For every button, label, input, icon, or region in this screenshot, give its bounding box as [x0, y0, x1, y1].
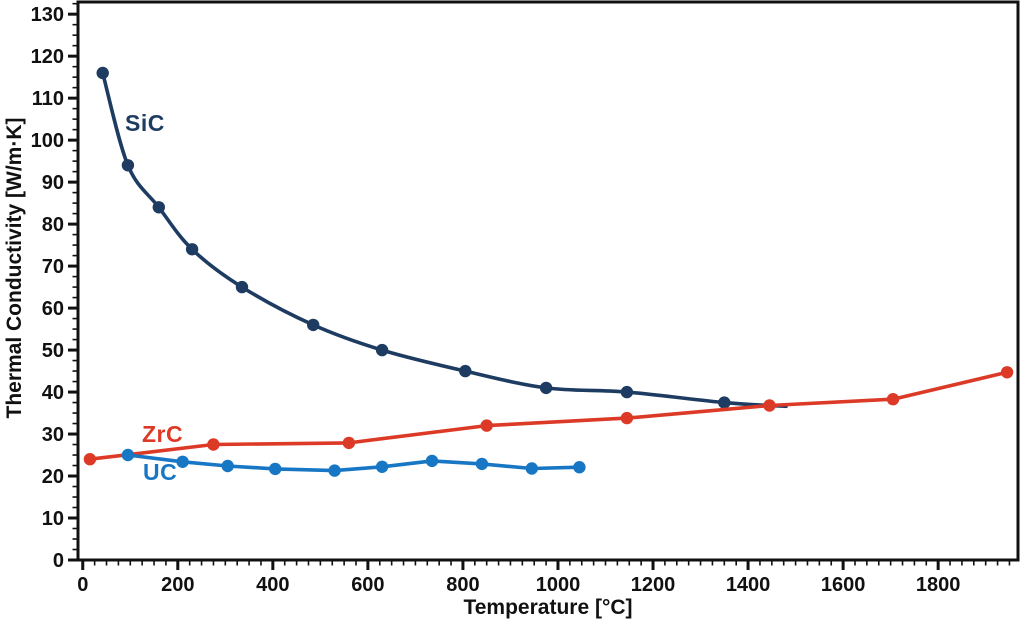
- y-tick-label: 50: [42, 340, 64, 362]
- series-label-zrc: ZrC: [142, 421, 184, 447]
- x-tick-label: 0: [77, 574, 88, 596]
- y-tick-label: 100: [31, 130, 64, 152]
- data-point-uc: [425, 454, 439, 468]
- y-tick-label: 80: [42, 214, 64, 236]
- y-tick-label: 10: [42, 508, 64, 530]
- data-point-sic: [459, 364, 472, 378]
- data-point-zrc: [207, 438, 220, 451]
- data-point-sic: [620, 385, 634, 399]
- data-point-zrc: [83, 453, 97, 466]
- data-point-zrc: [342, 436, 356, 450]
- data-point-uc: [221, 459, 234, 473]
- series-zrc: [83, 366, 1014, 466]
- x-tick-label: 800: [446, 574, 479, 596]
- series-uc-line: [126, 453, 582, 473]
- series-uc: [121, 448, 586, 477]
- series-sic-line: [100, 71, 788, 409]
- x-axis: 0 200 400 600 800 1000 1200 1400 1600 1800: [77, 560, 1011, 596]
- data-point-zrc: [480, 419, 493, 432]
- data-point-zrc: [620, 411, 634, 425]
- data-point-uc: [375, 460, 389, 473]
- y-tick-label: 70: [42, 256, 64, 278]
- data-point-sic: [718, 396, 731, 409]
- data-point-zrc: [763, 399, 776, 412]
- data-point-uc: [328, 464, 341, 477]
- data-point-zrc: [1000, 366, 1014, 379]
- x-axis-title: Temperature [°C]: [463, 596, 633, 619]
- data-point-sic: [375, 343, 389, 357]
- y-tick-label: 110: [32, 88, 64, 110]
- data-point-sic: [307, 318, 320, 332]
- y-axis-title: Thermal Conductivity [W/m·K]: [3, 117, 26, 419]
- data-point-sic: [235, 280, 249, 294]
- x-tick-label: 1200: [631, 574, 676, 596]
- plot-border: [76, 0, 1020, 562]
- y-tick-label: 0: [53, 550, 64, 572]
- x-tick-label: 1400: [726, 574, 771, 596]
- x-tick-label: 1800: [916, 574, 961, 596]
- y-tick-label: 120: [31, 46, 64, 68]
- data-point-uc: [475, 457, 489, 471]
- y-tick-label: 130: [31, 4, 64, 26]
- data-point-sic: [152, 201, 165, 214]
- x-tick-label: 1600: [821, 574, 866, 596]
- data-point-zrc: [886, 393, 900, 406]
- data-point-uc: [269, 462, 282, 476]
- x-tick-label: 1000: [536, 574, 581, 596]
- series-label-uc: UC: [143, 459, 178, 485]
- data-point-sic: [185, 243, 199, 256]
- y-tick-label: 90: [42, 172, 64, 194]
- y-tick-label: 40: [42, 382, 64, 404]
- y-axis: 0 10 20 30 40 50 60 70 80 90 100 110 120 130: [31, 2, 78, 572]
- data-point-uc: [121, 448, 135, 462]
- series-zrc-line: [88, 370, 1009, 461]
- data-point-uc: [176, 455, 189, 468]
- data-point-sic: [96, 66, 109, 80]
- data-point-sic: [539, 381, 553, 395]
- y-tick-label: 30: [42, 424, 64, 446]
- x-tick-label: 200: [161, 574, 194, 596]
- data-point-uc: [525, 462, 538, 475]
- series-label-sic: SiC: [125, 110, 165, 136]
- y-tick-label: 60: [42, 298, 64, 320]
- x-tick-label: 400: [256, 574, 289, 596]
- data-point-sic: [121, 159, 135, 172]
- data-point-uc: [573, 461, 586, 474]
- series-sic: [96, 66, 788, 409]
- y-tick-label: 20: [42, 466, 64, 488]
- x-tick-label: 600: [351, 574, 384, 596]
